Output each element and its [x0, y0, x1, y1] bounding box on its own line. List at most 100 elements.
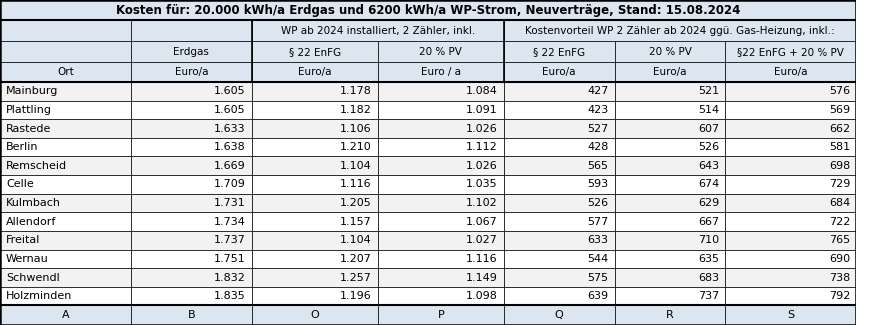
Bar: [0, 101, 131, 119]
Bar: [131, 231, 252, 250]
Bar: [726, 287, 856, 306]
Bar: [615, 62, 726, 82]
Bar: [504, 138, 615, 157]
Text: Rastede: Rastede: [6, 124, 51, 134]
Bar: [504, 287, 615, 306]
Bar: [378, 101, 504, 119]
Bar: [252, 287, 378, 306]
Text: 20 % PV: 20 % PV: [649, 47, 691, 57]
Bar: [0, 175, 131, 194]
Bar: [252, 268, 378, 287]
Text: 1.835: 1.835: [215, 291, 246, 301]
Text: Mainburg: Mainburg: [6, 86, 58, 96]
Bar: [726, 175, 856, 194]
Text: §22 EnFG + 20 % PV: §22 EnFG + 20 % PV: [738, 47, 844, 57]
Bar: [615, 82, 726, 101]
Bar: [615, 138, 726, 157]
Bar: [252, 42, 378, 62]
Text: R: R: [666, 310, 674, 320]
Text: 575: 575: [588, 273, 609, 282]
Text: Allendorf: Allendorf: [6, 217, 57, 227]
Text: 607: 607: [698, 124, 719, 134]
Text: Euro/a: Euro/a: [774, 67, 807, 77]
Text: § 22 EnFG: § 22 EnFG: [289, 47, 341, 57]
Text: 690: 690: [829, 254, 850, 264]
Text: 729: 729: [829, 179, 850, 189]
Text: 20 % PV: 20 % PV: [419, 47, 462, 57]
Text: 1.106: 1.106: [340, 124, 371, 134]
Bar: [131, 175, 252, 194]
Bar: [726, 157, 856, 175]
Bar: [726, 306, 856, 325]
Bar: [0, 62, 131, 82]
Bar: [0, 268, 131, 287]
Text: Berlin: Berlin: [6, 142, 38, 152]
Bar: [615, 268, 726, 287]
Bar: [131, 138, 252, 157]
Text: 639: 639: [588, 291, 609, 301]
Bar: [726, 82, 856, 101]
Bar: [252, 231, 378, 250]
Text: 1.737: 1.737: [214, 235, 246, 245]
Bar: [0, 306, 131, 325]
Text: 643: 643: [698, 161, 719, 171]
Text: 1.605: 1.605: [215, 105, 246, 115]
Bar: [252, 138, 378, 157]
Text: 423: 423: [588, 105, 609, 115]
Bar: [131, 62, 252, 82]
Bar: [131, 101, 252, 119]
Text: 1.178: 1.178: [340, 86, 371, 96]
Bar: [252, 194, 378, 212]
Bar: [0, 250, 131, 268]
Bar: [615, 306, 726, 325]
Text: 526: 526: [588, 198, 609, 208]
Text: 1.084: 1.084: [466, 86, 498, 96]
Text: 765: 765: [829, 235, 850, 245]
Text: 526: 526: [698, 142, 719, 152]
Bar: [726, 138, 856, 157]
Bar: [252, 119, 378, 138]
Text: 662: 662: [829, 124, 850, 134]
Text: 1.027: 1.027: [466, 235, 498, 245]
Bar: [504, 101, 615, 119]
Bar: [726, 231, 856, 250]
Bar: [252, 20, 504, 42]
Text: 1.098: 1.098: [466, 291, 498, 301]
Text: 633: 633: [588, 235, 609, 245]
Bar: [378, 268, 504, 287]
Bar: [378, 42, 504, 62]
Text: 737: 737: [698, 291, 719, 301]
Bar: [0, 20, 131, 42]
Text: 1.207: 1.207: [340, 254, 371, 264]
Bar: [131, 250, 252, 268]
Text: 521: 521: [698, 86, 719, 96]
Text: Wernau: Wernau: [6, 254, 49, 264]
Text: Kulmbach: Kulmbach: [6, 198, 61, 208]
Bar: [504, 231, 615, 250]
Bar: [252, 250, 378, 268]
Text: 674: 674: [698, 179, 719, 189]
Text: 1.026: 1.026: [466, 124, 498, 134]
Text: Euro/a: Euro/a: [174, 67, 208, 77]
Bar: [252, 212, 378, 231]
Bar: [131, 194, 252, 212]
Text: 1.210: 1.210: [340, 142, 371, 152]
Bar: [0, 119, 131, 138]
Bar: [0, 231, 131, 250]
Bar: [615, 231, 726, 250]
Text: 514: 514: [698, 105, 719, 115]
Bar: [0, 287, 131, 306]
Bar: [615, 119, 726, 138]
Bar: [252, 101, 378, 119]
Bar: [504, 250, 615, 268]
Bar: [378, 175, 504, 194]
Bar: [504, 62, 615, 82]
Bar: [504, 157, 615, 175]
Text: 1.669: 1.669: [215, 161, 246, 171]
Text: 527: 527: [588, 124, 609, 134]
Text: 1.112: 1.112: [466, 142, 498, 152]
Text: 629: 629: [698, 198, 719, 208]
Text: 683: 683: [698, 273, 719, 282]
Bar: [131, 82, 252, 101]
Text: Euro/a: Euro/a: [298, 67, 331, 77]
